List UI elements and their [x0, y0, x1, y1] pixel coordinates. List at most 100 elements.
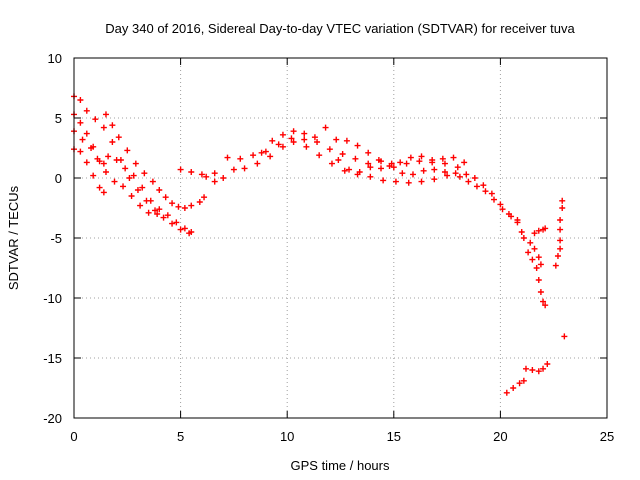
data-point: [134, 187, 141, 193]
series-track-10: [465, 178, 521, 226]
series-track-7: [203, 139, 463, 186]
data-point: [92, 116, 99, 123]
series-track-5: [102, 111, 208, 211]
data-point: [152, 207, 159, 214]
data-point: [288, 135, 295, 142]
data-point: [147, 197, 154, 204]
data-point: [346, 166, 353, 173]
data-point: [181, 225, 188, 232]
data-point: [441, 160, 448, 167]
data-point: [409, 171, 416, 178]
data-point: [380, 177, 387, 184]
data-point: [290, 128, 297, 135]
data-point: [529, 256, 536, 263]
data-point: [126, 175, 133, 181]
data-point: [83, 130, 90, 137]
data-point: [169, 200, 176, 207]
data-point: [311, 134, 318, 141]
data-point: [352, 155, 359, 162]
data-point: [461, 159, 468, 166]
data-point: [196, 199, 203, 205]
data-point: [480, 182, 487, 189]
data-point: [499, 206, 506, 213]
data-point: [537, 289, 544, 295]
data-point: [162, 194, 169, 201]
data-point: [343, 137, 350, 144]
y-tick-label: -10: [43, 291, 62, 306]
data-point: [181, 205, 188, 211]
data-point: [198, 171, 205, 178]
data-point: [518, 229, 525, 235]
data-point: [405, 179, 412, 186]
data-point: [527, 239, 534, 246]
data-point: [333, 136, 340, 143]
data-point: [420, 167, 427, 174]
data-point: [177, 226, 184, 233]
data-point: [188, 229, 195, 235]
data-point: [77, 148, 84, 155]
data-point: [542, 225, 549, 232]
axis-ticks: 0 5 10 15 20 25 10 5 0 -5 -10 -15 -20: [43, 51, 614, 444]
data-point: [407, 154, 414, 161]
data-point: [390, 164, 397, 171]
grid-lines: [74, 58, 607, 418]
data-point: [540, 365, 547, 372]
data-point: [520, 235, 527, 241]
x-tick-label: 20: [493, 429, 507, 444]
data-point: [96, 184, 103, 191]
series-track-16: [552, 197, 568, 340]
data-point: [388, 160, 395, 167]
data-point: [544, 361, 551, 367]
data-point: [482, 188, 489, 195]
series-track-1: [71, 93, 193, 237]
data-point: [561, 333, 568, 340]
x-tick-label: 15: [387, 429, 401, 444]
data-point: [230, 166, 237, 173]
data-point: [392, 178, 399, 185]
y-axis-label: SDTVAR / TECUs: [6, 185, 21, 290]
data-point: [533, 265, 540, 271]
data-point: [224, 154, 231, 161]
data-point: [316, 152, 323, 159]
data-point: [128, 193, 135, 199]
series-track-3: [71, 128, 195, 235]
data-point: [314, 139, 321, 145]
data-point: [514, 219, 521, 226]
data-point: [77, 119, 84, 126]
data-point: [109, 139, 116, 145]
data-point: [365, 149, 372, 156]
series-track-8: [258, 124, 468, 169]
data-point: [471, 175, 478, 181]
data-point: [130, 172, 137, 179]
data-point: [378, 165, 385, 172]
data-point: [365, 160, 372, 167]
data-point: [267, 153, 274, 160]
x-tick-label: 25: [600, 429, 614, 444]
x-tick-label: 0: [70, 429, 77, 444]
data-point: [201, 194, 208, 201]
data-point: [83, 159, 90, 166]
series-track-14: [522, 361, 551, 375]
data-point: [503, 389, 510, 396]
series-track-12: [527, 239, 544, 268]
data-point: [301, 136, 308, 143]
data-point: [109, 122, 116, 129]
data-point: [429, 157, 436, 163]
y-tick-label: -5: [50, 231, 62, 246]
data-point: [491, 196, 498, 203]
data-point: [250, 152, 257, 159]
data-point: [164, 212, 171, 219]
data-point: [139, 184, 146, 191]
data-point: [339, 151, 346, 157]
data-point: [220, 175, 227, 181]
data-point: [237, 155, 244, 162]
data-point: [102, 111, 109, 118]
data-point: [141, 170, 148, 177]
data-point: [169, 220, 176, 227]
data-point: [452, 170, 459, 177]
series-track-6: [177, 135, 461, 178]
data-point: [137, 202, 144, 209]
data-point: [105, 153, 112, 160]
data-point: [322, 124, 329, 131]
y-tick-label: 10: [48, 51, 62, 66]
